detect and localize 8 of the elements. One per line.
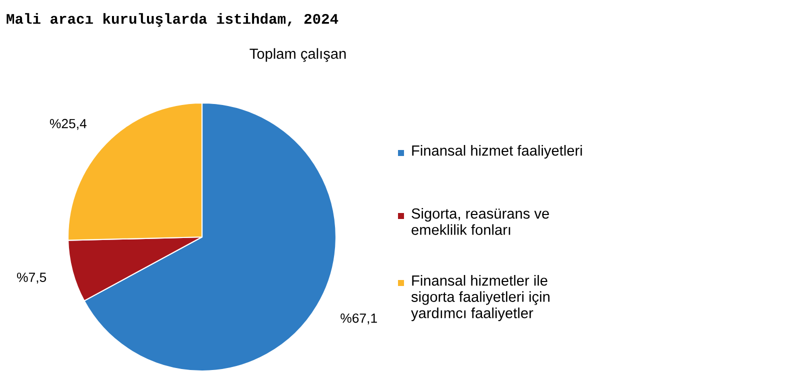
legend-label: Finansal hizmetler ile sigorta faaliyetleri için yardımcı faaliyetler xyxy=(411,275,550,322)
legend-label: Finansal hizmet faaliyetleri xyxy=(412,145,582,159)
data-label: %7,5 xyxy=(17,272,46,284)
data-label: %67,1 xyxy=(340,313,377,324)
legend-label: Sigorta, reasürans ve emeklilik fonları xyxy=(412,208,549,235)
chart-subtitle: Toplam çalışan xyxy=(250,48,346,62)
data-label: %25,4 xyxy=(50,118,86,130)
chart-title: Mali aracı kuruluşlarda istihdam, 2024 xyxy=(6,13,338,27)
